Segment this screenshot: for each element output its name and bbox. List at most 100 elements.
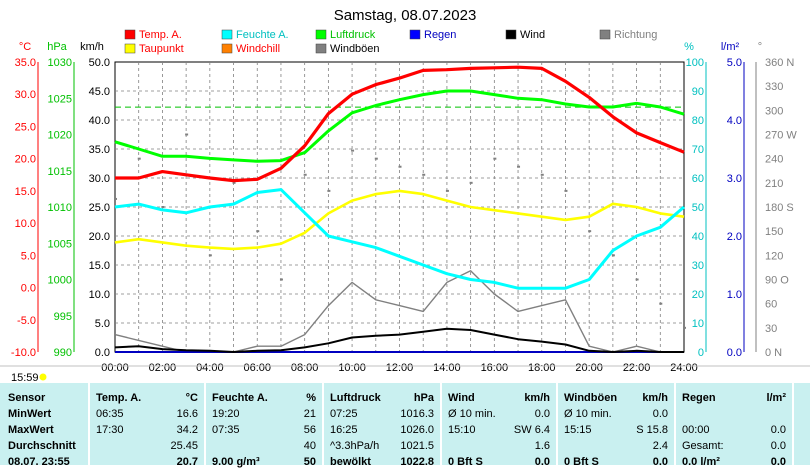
table-separator xyxy=(674,383,676,465)
tick-label-time: 16:00 xyxy=(481,362,509,374)
tick-label-time: 12:00 xyxy=(386,362,414,374)
cell-label: 19:20 xyxy=(212,408,240,420)
cell-value: 21 xyxy=(303,408,316,420)
column-header: Wind xyxy=(448,392,475,404)
tick-label-hpa: 1005 xyxy=(48,238,72,250)
row-label-current: 08.07. 23:55 xyxy=(8,456,70,468)
tick-label-celsius: 35.0 xyxy=(15,57,36,69)
cell-value: 25.45 xyxy=(170,440,198,452)
cell-label: 17:30 xyxy=(96,424,124,436)
direction-point xyxy=(611,254,615,257)
unit-celsius: °C xyxy=(19,41,31,53)
tick-label-celsius: 10.0 xyxy=(15,218,36,230)
legend-label: Temp. A. xyxy=(139,29,182,41)
cell-label: 07:35 xyxy=(212,424,240,436)
legend-label: Regen xyxy=(424,29,456,41)
cell-label: 16:25 xyxy=(330,424,358,436)
tick-label-deg: 120 xyxy=(765,250,783,262)
cell-label: bewölkt xyxy=(330,456,371,468)
cell-value: 1026.0 xyxy=(400,424,434,436)
tick-label-celsius: -5.0 xyxy=(17,315,36,327)
weather-chart: Samstag, 08.07.2023 Temp. A. Feuchte A. Lu… xyxy=(0,7,810,383)
sunrise-marker xyxy=(39,373,47,381)
series-line-feuchte-a xyxy=(114,188,685,290)
direction-point xyxy=(208,254,212,257)
tick-label-deg: 0 N xyxy=(765,347,782,359)
tick-label-time: 00:00 xyxy=(101,362,129,374)
direction-point xyxy=(114,197,117,200)
table-separator xyxy=(792,383,794,465)
direction-point xyxy=(374,157,378,160)
legend-swatch xyxy=(409,29,421,40)
direction-point xyxy=(137,157,141,160)
col-temp: Temp. A. °C 06:35 16.6 17:30 34.2 25.45 20.7 xyxy=(90,383,204,468)
cell-value: 0.0 xyxy=(652,456,668,468)
row-label-sensor: Sensor xyxy=(8,392,46,404)
col-wind: Wind km/h Ø 10 min. 0.0 15:10 SW 6.4 1.6 0 Bft … xyxy=(442,383,556,468)
cell-value: 0.0 xyxy=(534,408,550,420)
cell-label: Gesamt: xyxy=(682,440,724,452)
timeline: 15:59 xyxy=(0,365,810,383)
tick-label-hpa: 1015 xyxy=(48,166,72,178)
cell-value: SW 6.4 xyxy=(513,424,550,436)
row-label-min: MinWert xyxy=(8,408,52,420)
direction-point xyxy=(351,149,355,152)
direction-point xyxy=(185,133,189,136)
chart-title: Samstag, 08.07.2023 xyxy=(334,7,477,24)
cell-value: 0.0 xyxy=(770,456,786,468)
tick-label-time: 14:00 xyxy=(433,362,461,374)
direction-point xyxy=(564,189,568,192)
tick-label-deg: 60 xyxy=(765,299,777,311)
unit-hpa: hPa xyxy=(47,41,67,53)
col-regen: Regen l/m² 00:00 0.0 Gesamt: 0.0 0.0 l/m² 0.0 xyxy=(676,383,792,468)
direction-point xyxy=(517,165,521,168)
tick-label-hpa: 1010 xyxy=(48,202,72,214)
direction-point xyxy=(398,165,402,168)
table-separator xyxy=(556,383,558,465)
tick-label-celsius: -10.0 xyxy=(11,347,36,359)
direction-point xyxy=(540,173,544,176)
cell-label: Ø 10 min. xyxy=(564,408,612,420)
tick-label-lm2: 5.0 xyxy=(727,57,742,69)
tick-label-deg: 90 O xyxy=(765,275,789,287)
cell-value: 50 xyxy=(303,456,316,468)
cell-label: 0 Bft S xyxy=(564,456,599,468)
column-unit: °C xyxy=(185,392,198,404)
tick-label-celsius: 5.0 xyxy=(21,250,36,262)
tick-label-time: 02:00 xyxy=(149,362,177,374)
series-line-luftdruck xyxy=(114,89,685,163)
column-header: Regen xyxy=(682,392,716,404)
direction-point xyxy=(659,302,663,305)
tick-label-hpa: 1030 xyxy=(48,57,72,69)
tick-label-pct: 50 xyxy=(692,202,704,214)
tick-label-celsius: 25.0 xyxy=(15,121,36,133)
tick-label-kmh: 25.0 xyxy=(89,202,110,214)
column-unit: km/h xyxy=(642,392,668,404)
table-separator xyxy=(322,383,324,465)
series xyxy=(114,65,686,353)
cell-label: 15:10 xyxy=(448,424,476,436)
unit-deg: ° xyxy=(758,41,762,53)
cell-value: 20.7 xyxy=(176,456,198,468)
direction-point xyxy=(279,278,283,281)
cell-value: 16.6 xyxy=(176,408,198,420)
cell-value: S 15.8 xyxy=(636,424,668,436)
legend-label: Wind xyxy=(520,29,545,41)
y-axes: 35.0 30.0 25.0 20.0 15.0 10.0 5.0 0.0 -5.0 -10.0 1… xyxy=(11,57,797,359)
tick-label-celsius: 0.0 xyxy=(21,283,36,295)
axis-units: °C hPa km/h % l/m² ° xyxy=(19,41,762,53)
legend: Temp. A. Feuchte A. Luftdruck Regen Wind Rich… xyxy=(124,29,657,55)
table-separator xyxy=(440,383,442,465)
tick-label-pct: 60 xyxy=(692,173,704,185)
tick-label-kmh: 50.0 xyxy=(89,57,110,69)
tick-label-pct: 70 xyxy=(692,144,704,156)
legend-swatch xyxy=(221,43,233,54)
tick-label-celsius: 30.0 xyxy=(15,89,36,101)
cell-value: 56 xyxy=(303,424,316,436)
x-axis: 00:00 02:00 04:00 06:00 08:00 10:00 12:00 14:00… xyxy=(101,362,698,374)
legend-swatch xyxy=(315,43,327,54)
column-unit: l/m² xyxy=(766,392,786,404)
row-label-avg: Durchschnitt xyxy=(8,440,76,452)
legend-swatch xyxy=(124,29,136,40)
direction-point xyxy=(683,326,686,329)
